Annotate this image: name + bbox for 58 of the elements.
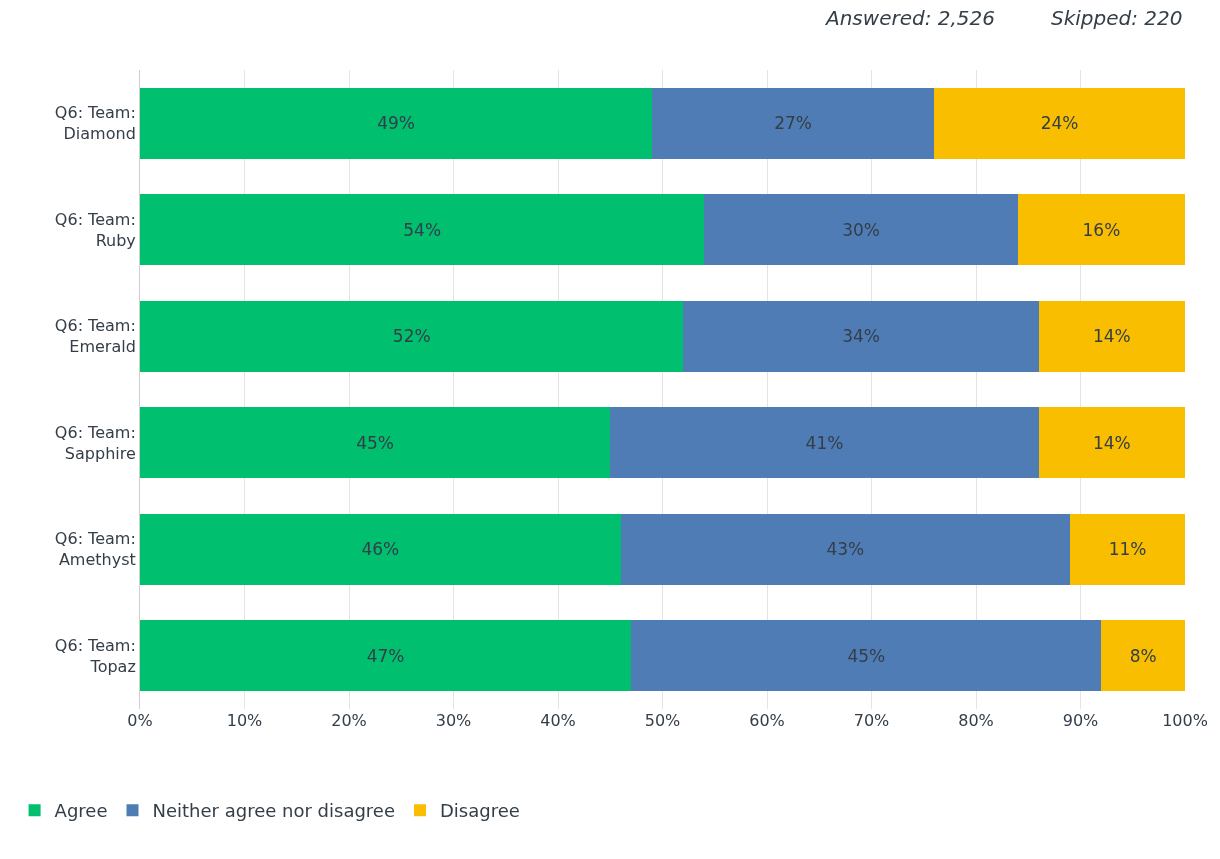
bar [620,513,1071,585]
bar [140,87,653,159]
bar [1101,620,1185,692]
data-label: 11% [1108,539,1147,560]
bar [140,407,611,479]
data-label: 47% [366,645,405,666]
y-tick-label: Q6: Team: Topaz [54,635,136,676]
bar [652,87,935,159]
data-label: 27% [774,113,813,134]
x-tick-label: 0% [127,711,153,730]
bar [140,620,632,692]
data-label: 41% [805,432,844,453]
data-label: 24% [1040,113,1079,134]
x-tick-label: 70% [853,711,890,730]
y-tick-label: Q6: Team: Amethyst [54,529,136,570]
y-tick-label: Q6: Team: Ruby [54,209,136,250]
bar [631,620,1102,692]
data-label: 54% [403,219,442,240]
data-label: 34% [842,326,880,347]
data-label: 16% [1082,219,1121,240]
y-tick-label: Q6: Team: Sapphire [54,422,136,463]
bar [1038,300,1185,372]
x-tick-label: 90% [1062,711,1099,730]
data-label: 30% [842,219,880,240]
bar [140,300,684,372]
x-tick-label: 80% [958,711,994,730]
y-tick-label: Q6: Team: Diamond [54,103,136,144]
bar [683,300,1039,372]
text: Answered: 2,526 [824,6,996,30]
data-label: 52% [392,326,431,347]
bar [1070,513,1185,585]
y-tick-label: Q6: Team: Emerald [54,316,136,357]
data-label: 8% [1129,645,1157,666]
bar [704,194,1018,266]
bar [1038,407,1185,479]
data-label: 46% [361,539,400,560]
x-tick-label: 100% [1162,711,1208,730]
legend-label: Agree [54,800,108,822]
data-label: 49% [377,113,415,134]
x-tick-label: 30% [435,711,472,730]
data-label: 14% [1092,432,1131,453]
x-tick-label: 10% [226,711,263,730]
x-tick-label: 40% [540,711,576,730]
legend-label: Neither agree nor disagree [152,800,396,822]
x-tick-label: 50% [644,711,681,730]
bar [610,407,1039,479]
x-tick-label: 60% [749,711,785,730]
data-label: 14% [1092,326,1131,347]
legend-label: Disagree [440,800,520,822]
bar [934,87,1185,159]
data-label: 43% [826,539,865,560]
bar [140,194,705,266]
data-label: 45% [847,645,886,666]
x-tick-label: 20% [331,711,367,730]
bar [1017,194,1185,266]
data-label: 45% [356,432,395,453]
bar [140,513,621,585]
text: Skipped: 220 [1051,6,1183,30]
